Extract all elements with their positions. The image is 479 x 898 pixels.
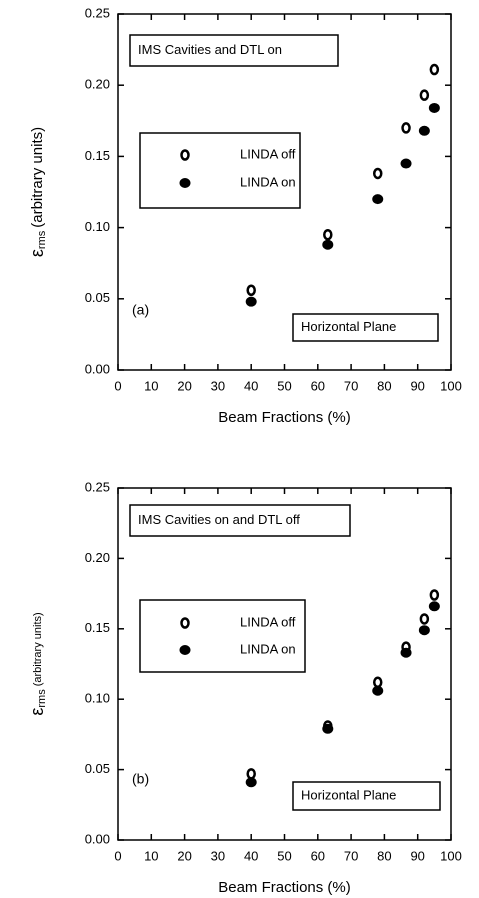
legend-box xyxy=(139,599,306,673)
y-tick-label: 0.05 xyxy=(85,290,110,305)
x-tick-label: 80 xyxy=(377,848,391,863)
annotation: (a) xyxy=(132,302,149,318)
legend-marker xyxy=(179,645,191,655)
marker-filled xyxy=(322,723,334,734)
y-axis-symbol: ε xyxy=(27,249,47,257)
x-tick-label: 30 xyxy=(211,378,225,393)
y-axis-units: (arbitrary units) xyxy=(32,612,44,686)
legend-label: LINDA on xyxy=(240,174,296,189)
x-tick-label: 90 xyxy=(410,378,424,393)
x-tick-label: 20 xyxy=(177,378,191,393)
x-tick-label: 90 xyxy=(410,848,424,863)
x-tick-label: 40 xyxy=(244,378,258,393)
chart: 0.00 0.05 0.10 0.15 0.20 0.25 0 10 20 30 40 50 60 70 8… xyxy=(27,479,462,896)
marker-open xyxy=(372,167,383,180)
marker-open xyxy=(419,613,430,625)
legend-marker xyxy=(180,617,190,629)
annotation-box xyxy=(292,781,441,811)
legend-marker xyxy=(180,149,190,161)
x-axis-label: Beam Fractions (%) xyxy=(218,409,351,426)
x-tick-label: 10 xyxy=(144,848,158,863)
x-axis-label: Beam Fractions (%) xyxy=(218,879,351,896)
y-tick-label: 0.20 xyxy=(85,77,110,92)
annotation: IMS Cavities on and DTL off xyxy=(138,512,300,527)
y-axis-label: εrms (arbitrary units) xyxy=(27,612,48,715)
y-tick-label: 0.10 xyxy=(85,219,110,234)
marker-filled xyxy=(400,647,412,658)
x-tick-label: 100 xyxy=(440,378,462,393)
y-tick-label: 0.05 xyxy=(85,761,110,776)
marker-open xyxy=(372,676,383,689)
x-tick-label: 100 xyxy=(440,848,462,863)
marker-filled xyxy=(245,296,257,307)
marker-open xyxy=(246,768,256,780)
x-tick-label: 70 xyxy=(344,378,358,393)
x-tick-label: 10 xyxy=(144,378,158,393)
marker-open xyxy=(401,122,411,134)
marker-open xyxy=(429,63,440,76)
y-tick-label: 0.00 xyxy=(85,361,110,376)
y-axis-subscript: rms xyxy=(36,230,48,249)
x-tick-label: 60 xyxy=(311,848,325,863)
y-tick-label: 0.20 xyxy=(85,550,110,565)
y-tick-label: 0.15 xyxy=(85,620,110,635)
x-tick-label: 30 xyxy=(211,848,225,863)
annotation: Horizontal Plane xyxy=(301,787,396,802)
legend-label: LINDA off xyxy=(240,614,296,629)
y-axis-symbol: ε xyxy=(27,708,47,716)
legend-marker xyxy=(179,178,191,188)
marker-filled xyxy=(372,685,384,696)
y-tick-label: 0.25 xyxy=(85,479,110,494)
marker-filled xyxy=(418,625,430,636)
x-tick-label: 0 xyxy=(114,848,121,863)
annotation: Horizontal Plane xyxy=(301,319,396,334)
y-tick-label: 0.25 xyxy=(85,5,110,20)
marker-open xyxy=(323,228,333,241)
annotation-box xyxy=(129,504,351,537)
y-axis-subscript: rms xyxy=(36,689,48,708)
y-tick-label: 0.00 xyxy=(85,831,110,846)
x-tick-label: 20 xyxy=(177,848,191,863)
x-tick-label: 70 xyxy=(344,848,358,863)
y-axis-units: (arbitrary units) xyxy=(29,127,46,228)
x-tick-label: 80 xyxy=(377,378,391,393)
x-tick-label: 60 xyxy=(311,378,325,393)
marker-open xyxy=(429,589,440,601)
marker-filled xyxy=(322,239,334,250)
marker-filled xyxy=(372,194,384,205)
chart: 0.00 0.05 0.10 0.15 0.20 0.25 0 10 20 30 40 50 60 70 8… xyxy=(27,5,462,426)
marker-open xyxy=(246,284,256,297)
annotation: IMS Cavities and DTL on xyxy=(138,42,282,57)
x-tick-label: 0 xyxy=(114,378,121,393)
annotation-box xyxy=(292,313,439,342)
annotation: (b) xyxy=(132,771,149,787)
marker-filled xyxy=(428,601,440,612)
marker-open xyxy=(419,89,430,101)
y-tick-label: 0.15 xyxy=(85,148,110,163)
legend-box xyxy=(139,132,301,209)
x-tick-label: 50 xyxy=(277,378,291,393)
y-axis-label: εrms (arbitrary units) xyxy=(27,127,48,257)
marker-filled xyxy=(400,158,412,169)
x-tick-label: 40 xyxy=(244,848,258,863)
marker-filled xyxy=(428,102,440,113)
legend-label: LINDA on xyxy=(240,641,296,656)
y-tick-label: 0.10 xyxy=(85,691,110,706)
legend-label: LINDA off xyxy=(240,146,296,161)
annotation-box xyxy=(129,34,339,67)
x-tick-label: 50 xyxy=(277,848,291,863)
marker-filled xyxy=(418,125,430,136)
marker-filled xyxy=(245,777,257,788)
